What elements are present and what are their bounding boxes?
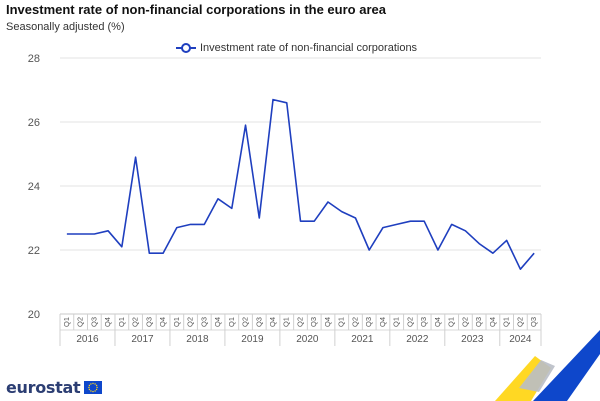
chart-title: Investment rate of non-financial corpora… (6, 2, 386, 17)
series-line (66, 98, 535, 271)
x-tick-label-quarter: Q4 (103, 317, 112, 327)
x-tick-label-year: 2018 (186, 334, 209, 345)
x-axis: Q1 Q2 Q3 Q4 Q1 Q2 Q3 Q4 Q1 Q2 Q3 Q4 Q1 Q2 Q3 Q4 Q1 Q2 Q3 Q4… (59, 313, 542, 346)
logo-text: eurostat (6, 378, 81, 397)
x-tick-label-quarter: Q2 (295, 317, 304, 327)
x-tick-label-quarter: Q4 (433, 317, 442, 327)
x-tick-label-quarter: Q1 (172, 317, 181, 327)
x-tick-label-quarter: Q1 (502, 317, 511, 327)
x-tick-label-quarter: Q2 (460, 317, 469, 327)
x-tick-label-quarter: Q4 (378, 317, 387, 327)
x-tick-label-quarter: Q2 (405, 317, 414, 327)
x-tick-label-quarter: Q1 (447, 317, 456, 327)
y-tick-label: 24 (28, 181, 40, 193)
x-tick-label-year: 2016 (76, 334, 99, 345)
x-tick-label-year: 2024 (509, 334, 532, 345)
x-tick-label-quarter: Q1 (282, 317, 291, 327)
x-tick-label-quarter: Q1 (392, 317, 401, 327)
x-tick-label-quarter: Q3 (199, 317, 208, 327)
x-tick-label-quarter: Q2 (241, 317, 250, 327)
series-lines (66, 98, 535, 271)
legend-line-marker-icon (176, 43, 196, 53)
x-tick-label-year: 2020 (296, 334, 319, 345)
x-tick-label-quarter: Q2 (350, 317, 359, 327)
x-tick-label-quarter: Q1 (337, 317, 346, 327)
x-tick-label-quarter: Q2 (76, 317, 85, 327)
x-tick-label-quarter: Q3 (144, 317, 153, 327)
y-tick-label: 28 (28, 53, 40, 65)
x-tick-label-quarter: Q4 (323, 317, 332, 327)
x-tick-label-quarter: Q4 (268, 317, 277, 327)
x-tick-label-quarter: Q2 (186, 317, 195, 327)
chart-subtitle: Seasonally adjusted (%) (6, 21, 125, 33)
grid-lines (60, 57, 541, 315)
x-tick-label-quarter: Q1 (62, 317, 71, 327)
y-axis-ticks: 20 22 24 26 28 (28, 53, 40, 321)
x-tick-label-year: 2017 (131, 334, 154, 345)
y-tick-label: 26 (28, 117, 40, 129)
corner-decoration (495, 330, 600, 401)
legend[interactable]: Investment rate of non-financial corpora… (176, 42, 417, 54)
x-tick-label-quarter: Q2 (131, 317, 140, 327)
x-tick-label-quarter: Q4 (213, 317, 222, 327)
x-tick-label-quarter: Q3 (419, 317, 428, 327)
x-tick-label-quarter: Q1 (117, 317, 126, 327)
eurostat-logo: eurostat (6, 378, 103, 397)
legend-label: Investment rate of non-financial corpora… (200, 42, 418, 54)
x-tick-label-year: 2022 (406, 334, 429, 345)
x-tick-label-quarter: Q4 (488, 317, 497, 327)
x-tick-label-quarter: Q3 (89, 317, 98, 327)
x-tick-label-quarter: Q3 (474, 317, 483, 327)
x-tick-label-quarter: Q3 (364, 317, 373, 327)
x-tick-label-year: 2023 (461, 334, 484, 345)
y-tick-label: 20 (28, 309, 40, 321)
eu-flag-icon (84, 381, 103, 394)
y-tick-label: 22 (28, 245, 40, 257)
x-tick-label-quarter: Q1 (227, 317, 236, 327)
x-tick-label-quarter: Q3 (254, 317, 263, 327)
x-tick-label-quarter: Q2 (515, 317, 524, 327)
x-tick-label-quarter: Q3 (529, 317, 538, 327)
x-tick-label-quarter: Q3 (309, 317, 318, 327)
x-tick-label-year: 2021 (351, 334, 374, 345)
x-tick-label-year: 2019 (241, 334, 264, 345)
x-tick-label-quarter: Q4 (158, 317, 167, 327)
